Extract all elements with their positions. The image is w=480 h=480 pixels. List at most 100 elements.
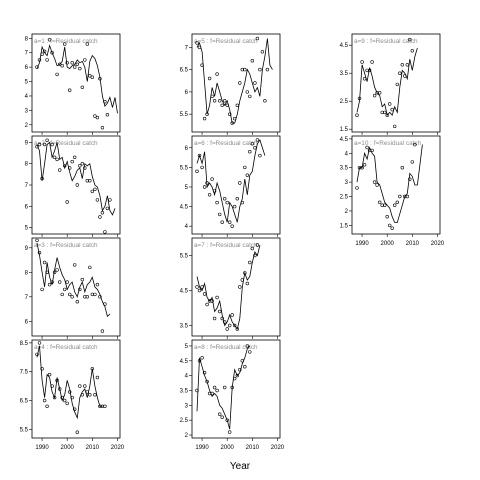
data-point: [220, 316, 224, 321]
data-point: [258, 67, 262, 72]
data-point: [393, 203, 397, 207]
data-point: [403, 74, 407, 78]
data-point: [75, 62, 80, 67]
panel-strip-label: a=7 : f=Residual catch: [194, 242, 258, 249]
data-point: [395, 200, 399, 205]
data-point: [93, 187, 97, 192]
data-point: [67, 390, 72, 394]
data-point: [367, 68, 372, 73]
y-tick-label: 3.5: [180, 324, 189, 330]
series-line: [356, 47, 418, 117]
data-point: [235, 373, 240, 378]
panel-4: a=4 : f=Residual catch 5.5 6.5 7.5 8.5 1990 20…: [20, 339, 125, 451]
y-tick-label: 3: [25, 108, 29, 114]
y-tick-label: 6: [185, 146, 189, 152]
data-point: [70, 61, 74, 65]
data-point: [255, 138, 260, 142]
data-point: [67, 166, 72, 170]
data-point: [42, 142, 47, 147]
series-line: [36, 345, 103, 420]
data-point: [72, 263, 77, 267]
data-point: [378, 91, 382, 95]
data-point: [390, 226, 394, 230]
data-point: [52, 395, 57, 400]
data-point: [378, 200, 382, 205]
data-point: [245, 173, 250, 177]
data-point: [202, 292, 207, 296]
data-point: [223, 99, 227, 103]
data-point: [235, 197, 240, 201]
y-tick-label: 3: [345, 180, 349, 186]
data-point: [50, 142, 54, 147]
y-tick-label: 6.5: [20, 399, 29, 405]
y-tick-label: 2: [25, 123, 29, 129]
data-point: [50, 280, 54, 284]
data-point: [263, 99, 267, 103]
panel-frame: [31, 237, 121, 337]
data-point: [218, 309, 222, 314]
y-tick-label: 6: [185, 90, 189, 96]
data-point: [195, 169, 199, 174]
panel-strip-label: a=5 : f=Residual catch: [194, 38, 258, 45]
panel-strip-label: a=3 : f=Residual catch: [34, 242, 98, 249]
x-tick-label: 2010: [86, 445, 100, 451]
data-point: [372, 180, 377, 184]
x-tick-label: 2000: [381, 241, 395, 247]
data-point: [45, 58, 49, 62]
data-point: [408, 37, 412, 42]
data-point: [40, 287, 44, 292]
data-point: [250, 58, 255, 63]
series-line: [36, 242, 111, 318]
data-point: [62, 164, 67, 168]
data-point: [250, 246, 255, 251]
data-point: [370, 60, 374, 64]
data-point: [35, 352, 39, 357]
data-point: [80, 162, 85, 166]
y-tick-label: 1.5: [340, 127, 349, 133]
data-point: [40, 367, 44, 371]
data-point: [207, 391, 212, 396]
data-point: [103, 230, 107, 234]
data-point: [85, 390, 90, 394]
data-point: [228, 323, 232, 328]
data-point: [200, 285, 204, 289]
data-point: [50, 50, 54, 55]
data-point: [248, 350, 252, 354]
data-point: [42, 260, 47, 265]
x-tick-label: 1990: [355, 241, 369, 247]
y-tick-label: 7: [25, 183, 29, 189]
x-axis-label: Year: [230, 461, 251, 472]
data-point: [57, 280, 62, 284]
y-tick-label: 7: [25, 51, 29, 57]
data-point: [218, 412, 222, 416]
data-point: [245, 90, 250, 94]
data-point: [248, 260, 252, 265]
data-point: [88, 265, 92, 270]
y-tick-label: 4: [185, 374, 189, 380]
data-point: [205, 379, 209, 384]
data-point: [93, 292, 97, 297]
data-point: [233, 376, 237, 381]
panel-strip-label: a=2 : f=Residual catch: [34, 140, 98, 147]
data-point: [80, 277, 85, 282]
data-point: [240, 359, 245, 363]
data-point: [52, 155, 57, 160]
panel-6: a=6 : f=Residual catch 4 4.5 5 5.5 6: [180, 135, 281, 237]
data-point: [405, 194, 409, 199]
data-point: [385, 215, 389, 219]
data-point: [212, 189, 217, 193]
data-point: [238, 368, 242, 372]
data-point: [108, 198, 112, 202]
data-point: [105, 206, 110, 211]
data-point: [83, 384, 87, 388]
data-point: [200, 165, 204, 170]
data-point: [228, 220, 232, 224]
data-point: [35, 238, 39, 243]
data-point: [250, 142, 255, 146]
data-point: [93, 393, 97, 397]
data-point: [40, 52, 44, 56]
data-point: [65, 401, 69, 406]
panel-strip-label: a=8 : f=Residual catch: [194, 344, 258, 351]
y-tick-label: 4: [345, 151, 349, 157]
data-point: [88, 179, 92, 183]
